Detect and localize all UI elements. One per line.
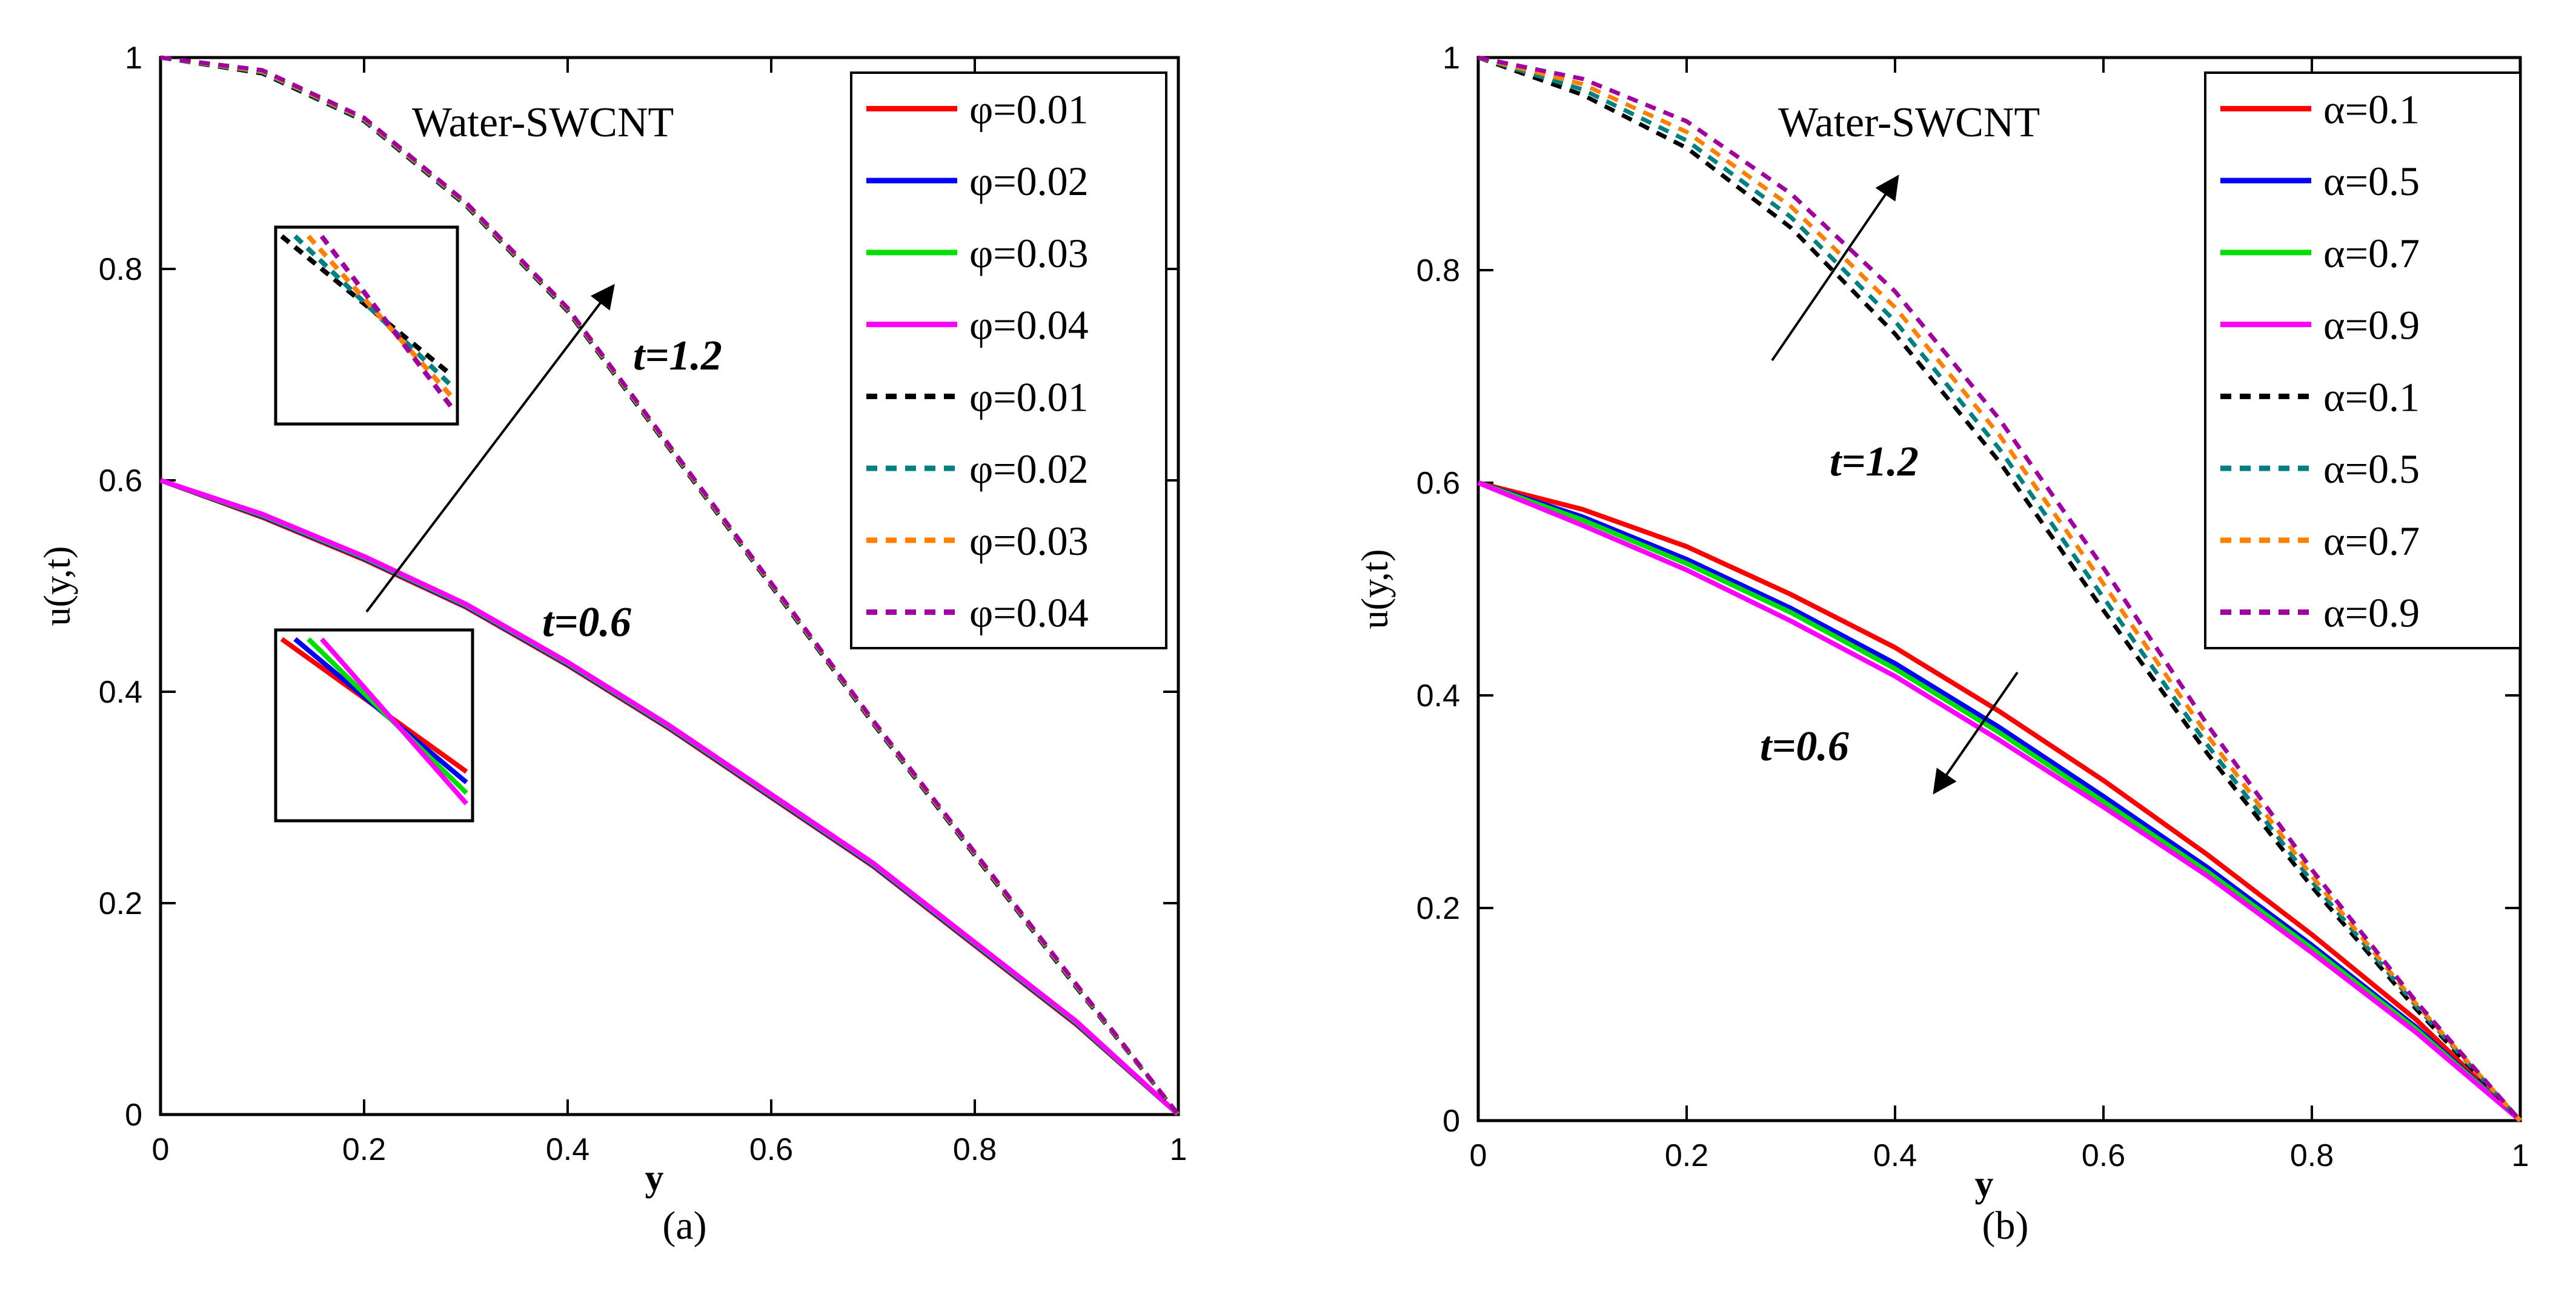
panel-b: 0 0.2 0.4 0.6 0.8 1 0 0.2 0.4 0.6 0.8 1 y u(y,t) (b) Wa… xyxy=(1355,41,2529,1248)
inset-line xyxy=(293,234,453,388)
plot-title: Water-SWCNT xyxy=(412,99,674,146)
y-tick-label: 0 xyxy=(1442,1104,1460,1139)
y-tick-label: 1 xyxy=(125,41,142,76)
legend-label: α=0.9 xyxy=(2323,302,2420,348)
inset-frame xyxy=(274,225,459,426)
x-tick-label: 0 xyxy=(152,1132,170,1167)
x-tick-label: 0.4 xyxy=(1873,1138,1917,1173)
legend-label: α=0.1 xyxy=(2323,86,2420,132)
legend-label: φ=0.02 xyxy=(969,158,1089,204)
y-tick-label: 0.4 xyxy=(99,675,142,710)
series-line xyxy=(159,478,1180,1116)
x-tick-label: 0.6 xyxy=(749,1132,793,1167)
legend-label: φ=0.01 xyxy=(969,374,1089,420)
series-line xyxy=(1477,55,2522,1122)
panel-a: 0 0.2 0.4 0.6 0.8 1 0 0.2 0.4 0.6 0.8 1 y u(y,t) (a) Wa… xyxy=(37,41,1187,1248)
legend-label: α=0.9 xyxy=(2323,590,2420,636)
x-axis-label: y xyxy=(1975,1164,1994,1205)
series-line xyxy=(1478,480,2522,1122)
x-tick-label: 0.8 xyxy=(2290,1138,2334,1173)
series-line xyxy=(1478,55,2522,1122)
panel-caption: (b) xyxy=(1982,1204,2029,1248)
series-line xyxy=(1477,480,2522,1123)
y-tick-label: 0.6 xyxy=(99,463,142,499)
inset-line xyxy=(280,234,453,377)
plot-frame xyxy=(159,56,1180,1116)
annotation-label: t=1.2 xyxy=(1830,439,1919,485)
inset-frame xyxy=(274,628,474,823)
legend-label: φ=0.03 xyxy=(969,230,1089,276)
y-tick-label: 0.6 xyxy=(1416,466,1460,501)
legend-label: φ=0.04 xyxy=(969,302,1089,348)
y-tick-label: 1 xyxy=(1442,41,1460,76)
x-tick-label: 0.2 xyxy=(1665,1138,1708,1173)
trend-arrow xyxy=(1933,671,2019,795)
annotation-label: t=0.6 xyxy=(1760,723,1849,770)
legend: φ=0.01 φ=0.02 φ=0.03 φ=0.04 φ=0.01 φ=0.02 φ=0.… xyxy=(850,71,1167,649)
x-tick-label: 1 xyxy=(2512,1138,2529,1173)
legend-label: α=0.5 xyxy=(2323,446,2420,492)
x-tick-label: 0.8 xyxy=(953,1132,997,1167)
x-tick-label: 0.4 xyxy=(546,1132,589,1167)
y-tick-label: 0 xyxy=(125,1098,142,1133)
panel-caption: (a) xyxy=(662,1204,706,1248)
y-tick-label: 0.4 xyxy=(1416,678,1460,714)
legend-label: φ=0.02 xyxy=(969,446,1089,492)
trend-arrow xyxy=(365,283,615,613)
x-axis-label: y xyxy=(645,1158,664,1199)
y-tick-label: 0.2 xyxy=(99,886,142,921)
x-tick-label: 0 xyxy=(1470,1138,1487,1173)
legend-frame xyxy=(850,71,1167,649)
plot-title: Water-SWCNT xyxy=(1778,99,2040,146)
inset-line xyxy=(307,234,453,398)
zoom-inset xyxy=(274,628,474,823)
y-tick-label: 0.8 xyxy=(1416,253,1460,288)
x-tick-label: 1 xyxy=(1170,1132,1187,1167)
y-axis-label: u(y,t) xyxy=(1355,549,1396,629)
legend-label: φ=0.03 xyxy=(969,518,1089,564)
legend-label: φ=0.04 xyxy=(969,590,1089,636)
legend-label: α=0.1 xyxy=(2323,374,2420,420)
y-tick-label: 0.2 xyxy=(1416,891,1460,926)
series-line xyxy=(1477,480,2522,1123)
legend-label: α=0.5 xyxy=(2323,158,2420,204)
series-line xyxy=(1478,55,2522,1122)
x-tick-label: 0.2 xyxy=(342,1132,386,1167)
zoom-inset xyxy=(274,225,459,426)
y-tick-label: 0.8 xyxy=(99,252,142,287)
trend-arrow xyxy=(1771,174,1899,362)
annotation-label: t=1.2 xyxy=(633,333,722,379)
annotation-label: t=0.6 xyxy=(542,599,631,646)
legend-label: φ=0.01 xyxy=(969,86,1089,132)
y-axis-label: u(y,t) xyxy=(37,546,78,626)
legend-frame xyxy=(2204,71,2521,649)
legend-label: α=0.7 xyxy=(2323,518,2420,564)
inset-line xyxy=(319,637,469,806)
x-tick-label: 0.6 xyxy=(2082,1138,2125,1173)
series-line xyxy=(160,55,1180,1116)
legend-label: α=0.7 xyxy=(2323,230,2420,276)
inset-line xyxy=(319,234,454,409)
legend: α=0.1 α=0.5 α=0.7 α=0.9 α=0.1 α=0.5 α=0.7 α=0.9 xyxy=(2204,71,2521,649)
